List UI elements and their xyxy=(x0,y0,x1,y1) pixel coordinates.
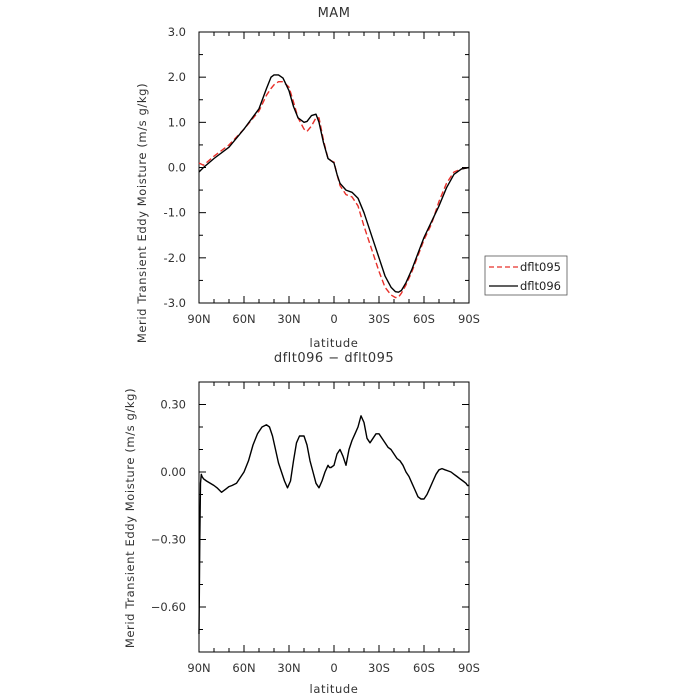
chart-title: MAM xyxy=(318,6,351,21)
series-line-dflt095 xyxy=(198,81,470,299)
x-axis-label: latitude xyxy=(310,682,359,696)
x-tick-label: 90S xyxy=(458,661,480,675)
x-tick-label: 30N xyxy=(277,312,300,326)
y-tick-label: −0.30 xyxy=(151,533,186,547)
plot-frame xyxy=(198,31,470,304)
series-line-diff-0 xyxy=(198,415,469,635)
x-tick-label: 90S xyxy=(458,312,480,326)
plot-frame xyxy=(198,381,470,653)
x-tick-labels: 90N 60N 30N 0 30S 60S 90S xyxy=(187,312,480,326)
tick-marks xyxy=(198,31,470,304)
x-tick-label: 60N xyxy=(232,661,255,675)
x-tick-label: 30N xyxy=(277,661,300,675)
y-axis-label: Merid Transient Eddy Moisture (m/s g/kg) xyxy=(123,388,137,648)
y-axis-label: Merid Transient Eddy Moisture (m/s g/kg) xyxy=(135,83,149,343)
y-tick-label: 0.00 xyxy=(160,465,186,479)
x-tick-label: 90N xyxy=(187,312,210,326)
x-axis-label: latitude xyxy=(310,336,359,350)
series-line-dflt096 xyxy=(198,74,470,293)
y-tick-label: −0.60 xyxy=(151,600,186,614)
y-tick-label: 1.0 xyxy=(168,115,186,129)
x-tick-label: 30S xyxy=(368,661,390,675)
x-tick-label: 60S xyxy=(413,312,435,326)
y-tick-label: 3.0 xyxy=(168,25,186,39)
legend: dflt095 dflt096 xyxy=(484,255,568,296)
x-tick-label: 0 xyxy=(330,661,337,675)
tick-marks xyxy=(198,381,470,653)
y-tick-labels: 0.30 0.00 −0.30 −0.60 xyxy=(151,398,186,615)
series-lines xyxy=(198,415,469,635)
plot-border xyxy=(198,31,470,304)
chart-title: dflt096 − dflt095 xyxy=(274,351,394,366)
x-tick-label: 60S xyxy=(413,661,435,675)
plot-border xyxy=(198,381,470,653)
y-tick-label: -3.0 xyxy=(164,296,186,310)
x-tick-labels: 90N 60N 30N 0 30S 60S 90S xyxy=(187,661,480,675)
difference-panel: dflt096 − dflt095 90N 60N 30N 0 30S 60S 90S 0.… xyxy=(123,351,480,696)
y-tick-label: 2.0 xyxy=(168,70,186,84)
y-tick-labels: 3.0 2.0 1.0 0.0 -1.0 -2.0 -3.0 xyxy=(164,25,186,310)
series-lines xyxy=(198,74,470,299)
legend-label-dflt095: dflt095 xyxy=(520,260,561,274)
x-tick-label: 60N xyxy=(232,312,255,326)
x-tick-label: 0 xyxy=(330,312,337,326)
x-tick-label: 30S xyxy=(368,312,390,326)
legend-label-dflt096: dflt096 xyxy=(520,279,561,293)
y-tick-label: -2.0 xyxy=(164,251,186,265)
y-tick-label: 0.30 xyxy=(160,398,186,412)
x-tick-label: 90N xyxy=(187,661,210,675)
legend-box xyxy=(484,255,568,296)
y-tick-label: 0.0 xyxy=(168,161,186,175)
mam-panel: MAM 90N 60N 30N 0 30S 60S 90S 3.0 2.0 1.0 0.0 -1.0… xyxy=(135,6,568,350)
y-tick-label: -1.0 xyxy=(164,206,186,220)
